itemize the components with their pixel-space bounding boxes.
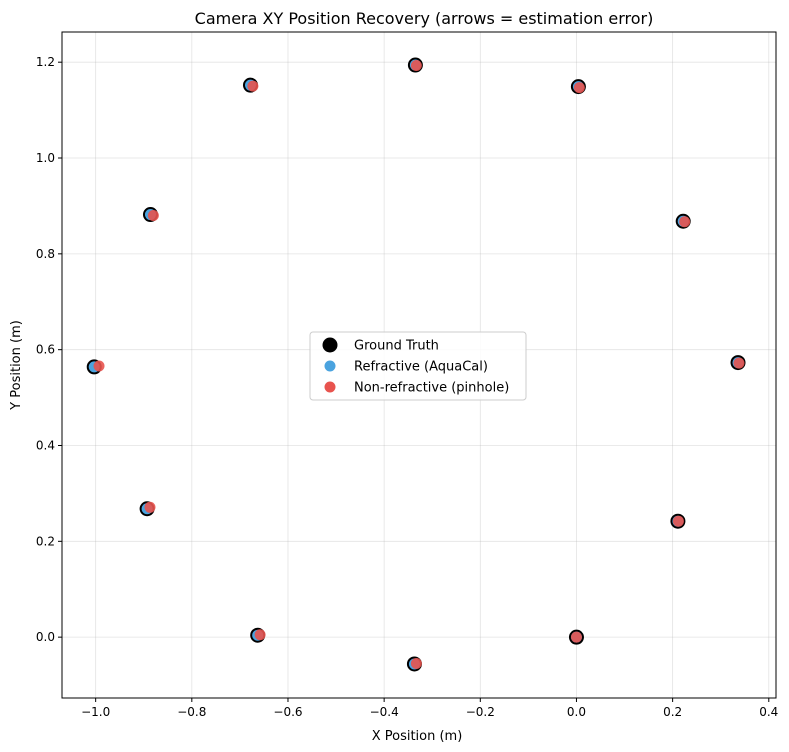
x-tick-label: 0.0 [567, 705, 586, 719]
x-tick-label: 0.2 [663, 705, 682, 719]
y-tick-label: 0.6 [36, 343, 55, 357]
legend-box [309, 331, 527, 401]
non-refractive-point [410, 658, 422, 670]
non-refractive-point [410, 60, 422, 72]
x-tick-label: 0.4 [759, 705, 778, 719]
plot-frame [61, 31, 777, 699]
non-refractive-point [254, 629, 266, 641]
x-tick-label: −1.0 [81, 705, 110, 719]
x-tick-label: −0.8 [177, 705, 206, 719]
y-axis-label: Y Position (m) [9, 320, 24, 411]
y-tick-label: 1.0 [36, 151, 55, 165]
x-axis-label: X Position (m) [372, 729, 463, 744]
data-points [86, 57, 746, 672]
non-refractive-point [144, 501, 156, 513]
y-tick-label: 0.0 [36, 630, 55, 644]
legend-marker [324, 381, 336, 393]
axis-ticks: −1.0 −0.8 −0.6 −0.4 −0.2 0.0 0.2 0.4 0.0 0.2 0.4 0.… [36, 55, 778, 719]
y-tick-label: 0.2 [36, 534, 55, 548]
non-refractive-point [93, 360, 105, 372]
y-tick-label: 1.2 [36, 55, 55, 69]
legend-label: Ground Truth [354, 339, 439, 354]
non-refractive-point [573, 82, 585, 94]
y-tick-label: 0.8 [36, 247, 55, 261]
chart-title: Camera XY Position Recovery (arrows = es… [195, 9, 654, 28]
legend-marker [322, 337, 338, 353]
non-refractive-point [733, 357, 745, 369]
legend: Ground Truth Refractive (AquaCal) Non-refr… [309, 331, 527, 401]
y-tick-label: 0.4 [36, 438, 55, 452]
x-tick-label: −0.4 [370, 705, 399, 719]
non-refractive-point [672, 515, 684, 527]
non-refractive-point [147, 210, 159, 222]
legend-label: Non-refractive (pinhole) [354, 381, 509, 396]
non-refractive-point [570, 631, 582, 643]
non-refractive-point [679, 216, 691, 228]
legend-marker [324, 360, 336, 372]
x-tick-label: −0.6 [273, 705, 302, 719]
non-refractive-point [247, 80, 259, 92]
legend-label: Refractive (AquaCal) [354, 360, 488, 375]
x-tick-label: −0.2 [466, 705, 495, 719]
